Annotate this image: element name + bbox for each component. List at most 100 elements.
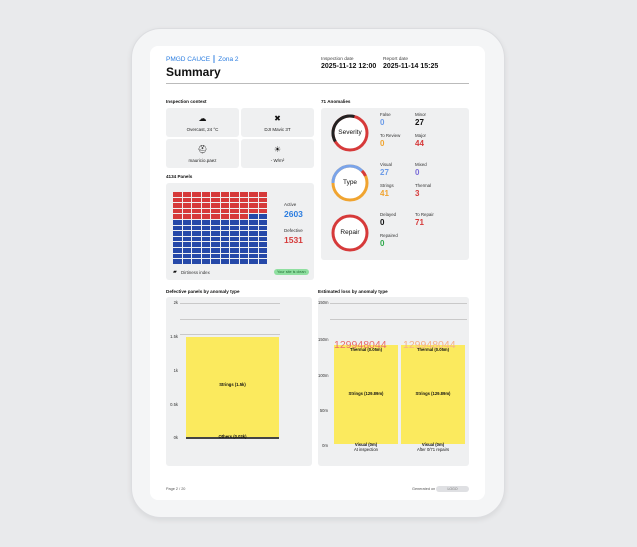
- others-bar-label: Others (0.03k): [218, 434, 247, 439]
- irradiance-cell: ☀ - W/m²: [241, 139, 314, 168]
- loss-total-right: 129948044: [403, 339, 456, 351]
- thermal-label: Thermal: [415, 183, 432, 188]
- defective-panel-cell: [239, 214, 248, 219]
- active-panel-cell: [201, 236, 210, 242]
- defective-panel-cell: [239, 203, 248, 208]
- active-panel-cell: [173, 236, 182, 242]
- defective-panel-cell: [211, 203, 220, 208]
- header-divider: [166, 83, 469, 84]
- x-category-label: After 0/71 repairs: [416, 447, 450, 452]
- active-panel-cell: [239, 236, 248, 242]
- defective-panel-cell: [173, 214, 182, 219]
- inspection-date: 2025-11-12 12:00: [321, 63, 377, 70]
- defective-panel-cell: [230, 203, 239, 208]
- active-panel-cell: [201, 219, 210, 225]
- defective-panel-cell: [258, 197, 267, 203]
- y-tick: 1k: [173, 368, 178, 373]
- active-panel-cell: [258, 219, 267, 225]
- anomalies-card: Severity False 0 Minor 27 To Review 0 Ma…: [321, 108, 469, 260]
- x-category-label: At inspection: [354, 447, 378, 452]
- active-panel-cell: [182, 236, 191, 242]
- active-panel-cell: [249, 231, 258, 236]
- pilot-helmet-icon: ⛑: [197, 144, 208, 154]
- thermal-segment-label: Thermal (0.05m): [416, 347, 450, 352]
- severity-label: Severity: [338, 129, 362, 136]
- thermal-value: 3: [415, 189, 420, 198]
- strings-bar: Strings (1.5k): [186, 337, 279, 437]
- site-brand: PMGD CAUCE ║ Zona 2: [166, 56, 239, 63]
- anomalies-title: 71 Anomalies: [321, 99, 351, 104]
- repaired-label: Repaired: [380, 233, 398, 238]
- defective-panel-cell: [192, 208, 201, 214]
- severity-ring: Severity: [330, 113, 370, 153]
- active-panel-cell: [173, 225, 182, 231]
- active-panel-cell: [249, 259, 258, 264]
- inspection-date-label: Inspection date: [321, 57, 354, 62]
- strings-value: 41: [380, 189, 389, 198]
- pilot-cell: ⛑ mauricio.paez: [166, 139, 239, 168]
- defective-panel-cell: [230, 208, 239, 214]
- active-panel-cell: [182, 259, 191, 264]
- active-panel-cell: [201, 242, 210, 247]
- defective-panel-cell: [230, 197, 239, 203]
- type-ring: Type: [330, 163, 370, 203]
- active-panel-cell: [249, 214, 258, 219]
- delayed-label: Delayed: [380, 212, 397, 217]
- active-panel-cell: [192, 236, 201, 242]
- to-repair-value: 71: [415, 218, 424, 227]
- active-panel-cell: [258, 214, 267, 219]
- defective-panel-cell: [249, 197, 258, 203]
- defective-panel-cell: [201, 203, 210, 208]
- active-panel-cell: [182, 253, 191, 259]
- defective-panel-cell: [201, 214, 210, 219]
- y-tick: 150m: [318, 300, 329, 305]
- active-panel-cell: [211, 253, 220, 259]
- major-label: Major: [415, 133, 426, 138]
- defective-panel-cell: [173, 192, 182, 197]
- defective-panel-cell: [211, 192, 220, 197]
- active-panel-cell: [173, 242, 182, 247]
- repaired-value: 0: [380, 239, 385, 248]
- defective-chart-title: Defective panels by anomaly type: [166, 289, 240, 294]
- defective-panel-cell: [230, 214, 239, 219]
- loss-chart-title: Estimated loss by anomaly type: [318, 289, 388, 294]
- active-panel-cell: [258, 242, 267, 247]
- active-panel-cell: [192, 225, 201, 231]
- active-panel-cell: [220, 236, 229, 242]
- active-panel-cell: [220, 259, 229, 264]
- defective-panel-cell: [182, 192, 191, 197]
- active-panel-cell: [182, 219, 191, 225]
- active-panel-cell: [230, 231, 239, 236]
- defective-panel-cell: [211, 197, 220, 203]
- y-tick: 0.5k: [170, 402, 178, 407]
- active-panel-cell: [211, 219, 220, 225]
- active-panel-cell: [211, 247, 220, 253]
- panel-map: [173, 192, 267, 264]
- active-panel-cell: [173, 247, 182, 253]
- others-bar: [186, 437, 279, 439]
- defective-panel-cell: [201, 197, 210, 203]
- weather-cell: ☁ Overcast, 24 °C: [166, 108, 239, 137]
- y-tick: 0k: [173, 435, 178, 440]
- active-panel-cell: [230, 225, 239, 231]
- active-panel-cell: [249, 225, 258, 231]
- gridline: [330, 303, 467, 304]
- active-panel-cell: [258, 253, 267, 259]
- defective-panel-cell: [220, 192, 229, 197]
- irradiance-icon: ☀: [273, 144, 282, 154]
- active-panel-cell: [220, 253, 229, 259]
- active-panel-cell: [249, 253, 258, 259]
- active-panel-cell: [230, 253, 239, 259]
- dirtiness-label: Dirtiness index: [181, 270, 210, 275]
- drone-icon: ✖: [274, 113, 281, 123]
- active-panel-cell: [230, 247, 239, 253]
- active-panel-cell: [230, 236, 239, 242]
- active-panel-cell: [239, 247, 248, 253]
- active-panel-cell: [249, 236, 258, 242]
- active-panel-cell: [258, 259, 267, 264]
- active-panel-cell: [230, 219, 239, 225]
- irradiance-text: - W/m²: [270, 157, 285, 163]
- defective-panel-cell: [239, 197, 248, 203]
- active-panel-cell: [258, 247, 267, 253]
- pilot-text: mauricio.paez: [188, 157, 217, 163]
